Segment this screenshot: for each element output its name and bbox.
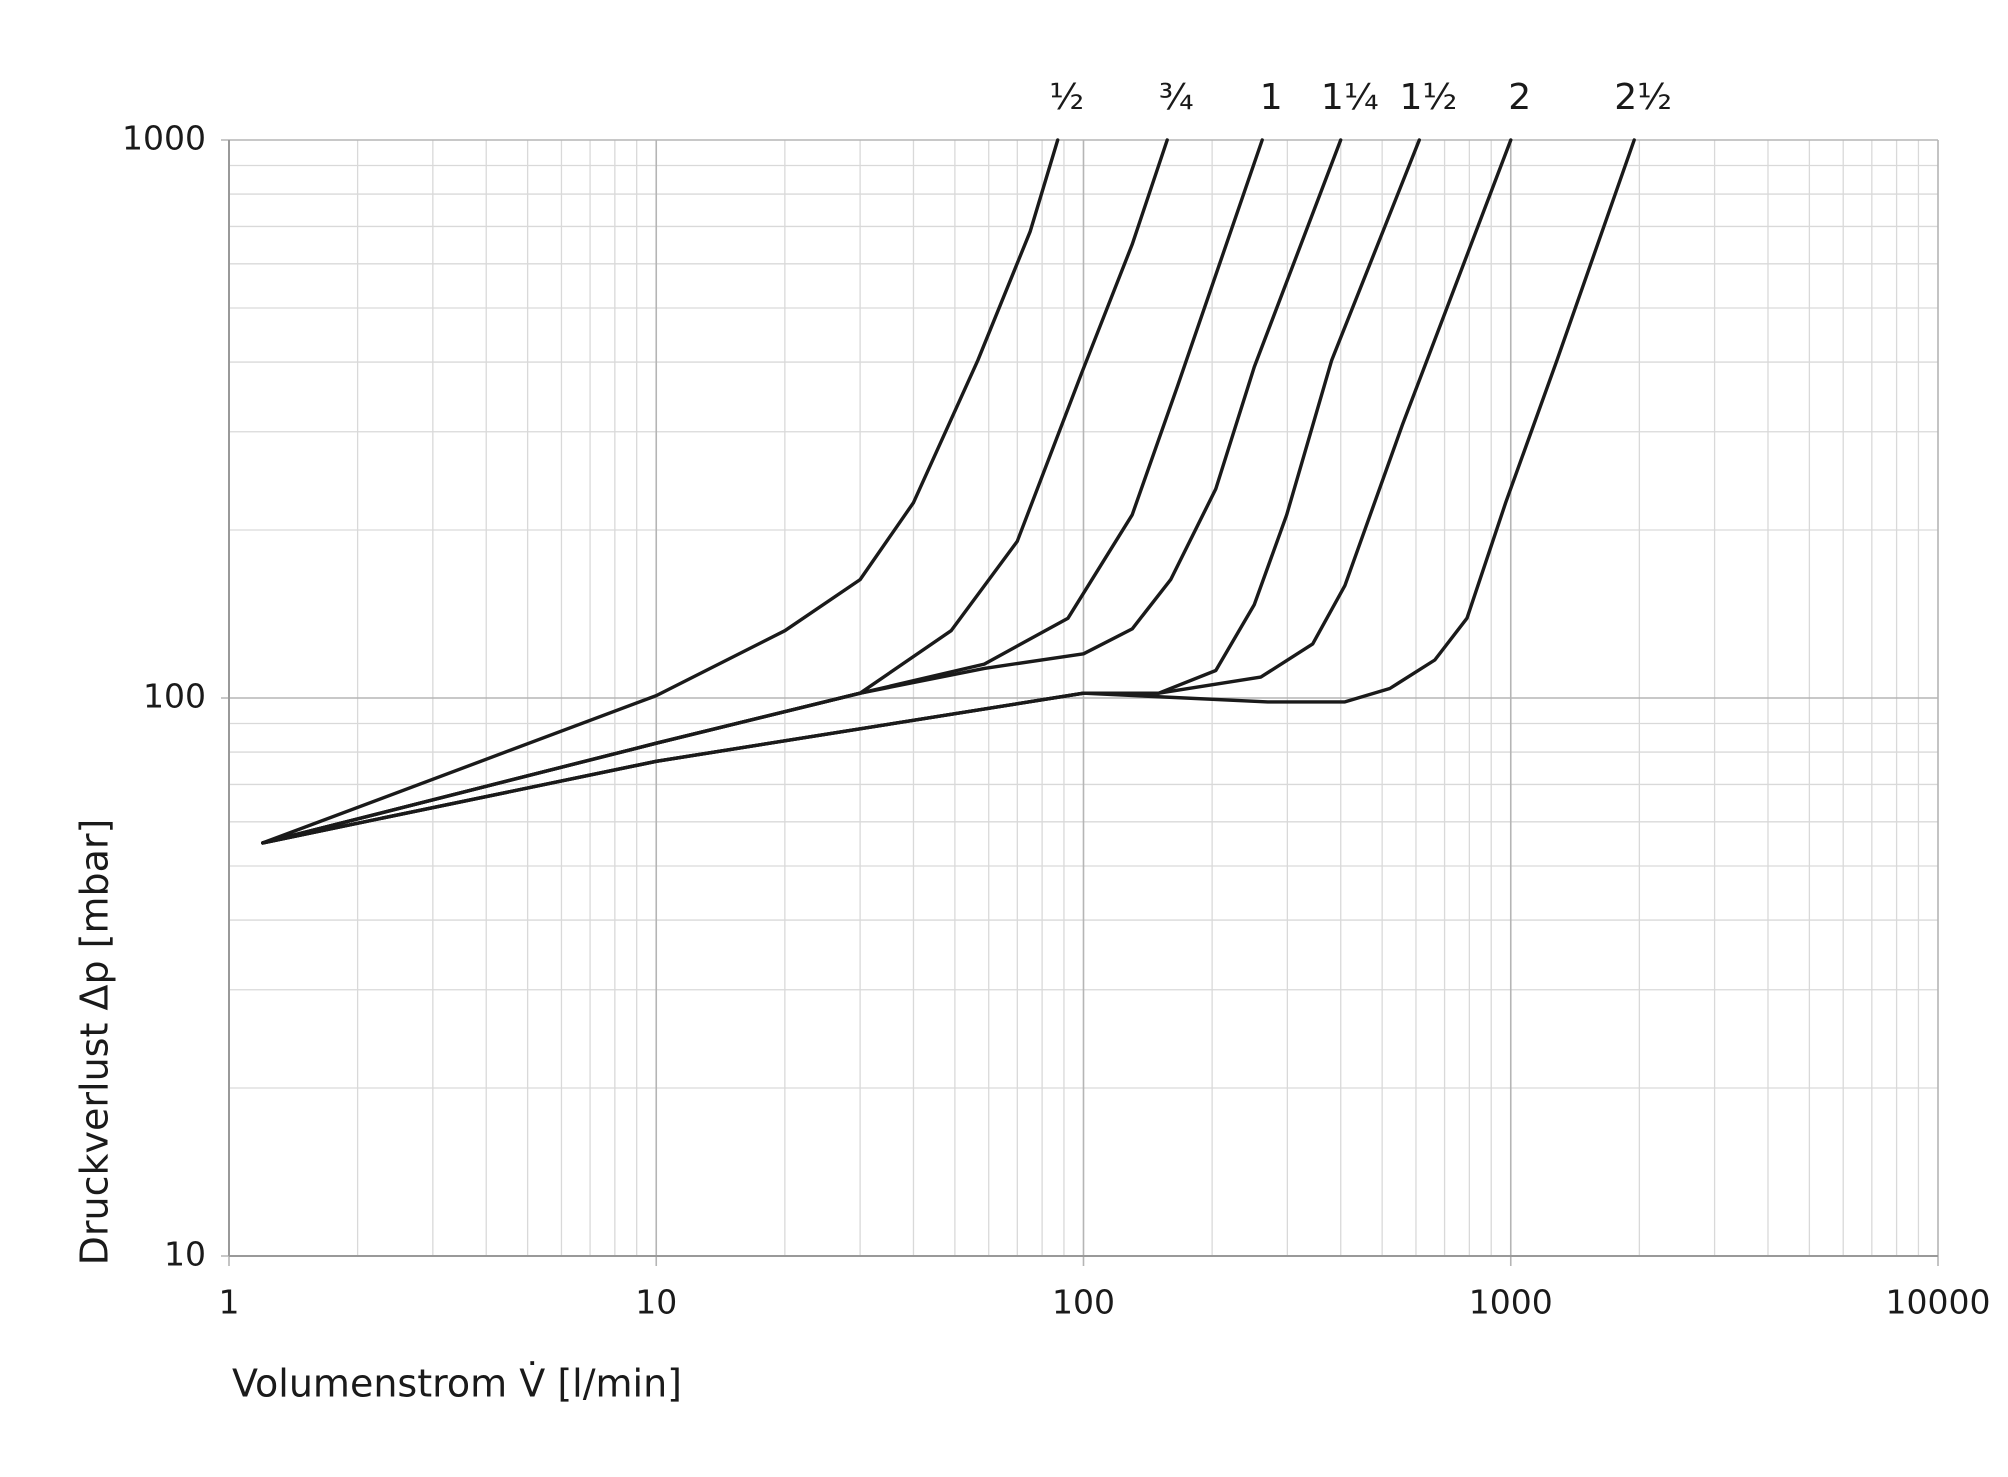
- y-tick-label: 10: [164, 1235, 206, 1274]
- x-tick-label: 1: [219, 1283, 240, 1322]
- curve: [261, 138, 1513, 845]
- series-label: 2½: [1614, 77, 1672, 118]
- x-axis-title: Volumenstrom V̇ [l/min]: [232, 1362, 682, 1406]
- x-tick-label: 1000: [1469, 1283, 1553, 1322]
- curve: [261, 138, 1343, 845]
- curve: [261, 138, 1060, 845]
- series-label: 1½: [1399, 77, 1457, 118]
- x-tick-label: 100: [1052, 1283, 1115, 1322]
- x-tick-label: 10: [635, 1283, 677, 1322]
- y-tick-label: 100: [143, 677, 206, 716]
- series-label: ¾: [1159, 77, 1194, 118]
- curve: [261, 138, 1264, 845]
- y-tick-label: 1000: [122, 119, 206, 158]
- series-label: 1¼: [1321, 77, 1379, 118]
- curve: [261, 138, 1421, 845]
- curve: [261, 138, 1169, 845]
- series-label: ½: [1049, 77, 1084, 118]
- curve: [261, 138, 1636, 845]
- series-label: 1: [1260, 77, 1283, 118]
- y-axis-title: Druckverlust Δp [mbar]: [73, 819, 117, 1266]
- x-tick-label: 10000: [1886, 1283, 1991, 1322]
- series-label: 2: [1508, 77, 1531, 118]
